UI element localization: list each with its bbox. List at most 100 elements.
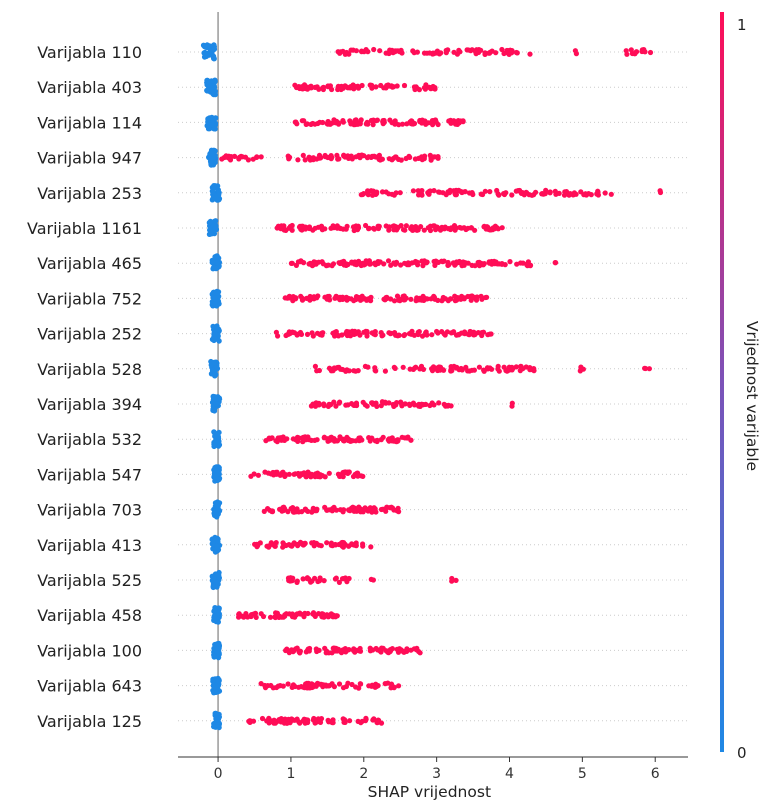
data-point-high — [311, 295, 318, 301]
feature-label: Varijabla 752 — [37, 289, 142, 308]
data-point-high — [294, 611, 300, 618]
data-point-high — [366, 506, 372, 512]
data-point-high — [359, 296, 365, 302]
data-point-high — [286, 295, 292, 301]
data-point-high — [321, 434, 327, 440]
data-point-high — [403, 223, 409, 229]
data-point-high — [270, 541, 276, 548]
data-point-low — [209, 259, 215, 266]
data-point-high — [335, 471, 341, 477]
data-point-high — [458, 118, 464, 124]
data-point-high — [372, 332, 378, 338]
data-point-high — [382, 681, 388, 687]
data-point-high — [295, 157, 301, 163]
data-point-high — [335, 156, 341, 162]
data-point-high — [450, 260, 456, 266]
data-point-low — [206, 125, 212, 131]
data-point-low — [212, 88, 218, 95]
data-point-high — [310, 401, 316, 407]
data-point-high — [395, 333, 401, 339]
feature-label: Varijabla 947 — [37, 149, 142, 168]
data-point-high — [447, 187, 453, 193]
data-point-high — [374, 403, 380, 409]
data-point-high — [499, 225, 505, 231]
data-point-high — [337, 399, 343, 405]
data-point-high — [245, 157, 251, 163]
data-point-high — [419, 192, 425, 198]
data-point-high — [296, 224, 303, 230]
data-point-high — [299, 295, 305, 301]
data-point-high — [350, 473, 357, 480]
data-point-high — [344, 328, 350, 335]
data-point-high — [374, 117, 380, 123]
data-point-high — [527, 367, 533, 373]
data-point-high — [445, 298, 451, 304]
data-point-high — [438, 50, 444, 56]
data-point-high — [355, 505, 361, 511]
data-point-high — [312, 612, 318, 618]
feature-label: Varijabla 547 — [37, 465, 142, 484]
data-point-high — [504, 367, 510, 373]
data-point-high — [364, 328, 370, 335]
data-point-high — [360, 399, 366, 405]
data-point-high — [394, 293, 401, 299]
data-point-high — [378, 403, 384, 409]
data-point-high — [468, 225, 474, 231]
data-point-high — [391, 260, 397, 266]
data-point-low — [208, 87, 214, 93]
data-point-high — [504, 47, 510, 54]
data-point-high — [372, 365, 378, 371]
data-point-high — [351, 368, 357, 374]
data-point-high — [401, 293, 407, 299]
data-point-high — [446, 118, 452, 124]
data-point-high — [406, 261, 412, 267]
data-point-high — [465, 47, 471, 53]
data-point-high — [547, 190, 553, 196]
data-point-high — [432, 224, 438, 230]
data-point-high — [396, 509, 402, 515]
data-point-high — [634, 49, 640, 55]
data-point-high — [419, 401, 425, 407]
data-point-high — [451, 49, 457, 55]
data-point-high — [408, 296, 414, 302]
data-point-high — [321, 614, 327, 620]
data-point-high — [398, 157, 404, 163]
data-point-high — [365, 364, 371, 370]
data-point-high — [254, 154, 260, 160]
data-point-high — [380, 119, 386, 125]
data-point-high — [339, 332, 345, 338]
data-point-high — [320, 119, 326, 126]
data-point-high — [368, 117, 374, 124]
data-point-high — [449, 578, 455, 584]
data-point-high — [344, 647, 350, 653]
data-point-high — [389, 682, 395, 688]
data-point-high — [533, 189, 539, 195]
data-point-high — [289, 614, 296, 620]
data-point-high — [487, 189, 493, 195]
data-point-high — [509, 403, 515, 409]
data-point-high — [347, 508, 353, 514]
data-point-high — [628, 47, 634, 53]
data-point-low — [212, 79, 218, 85]
data-point-high — [346, 575, 352, 582]
data-point-low — [212, 126, 218, 132]
data-point-low — [214, 253, 220, 259]
data-point-low — [212, 549, 219, 555]
data-point-high — [326, 470, 332, 476]
data-point-high — [392, 121, 398, 127]
data-point-high — [343, 368, 349, 374]
data-point-high — [419, 258, 425, 264]
data-point-high — [496, 192, 502, 198]
data-point-high — [293, 119, 299, 125]
data-point-high — [488, 331, 494, 337]
data-point-high — [360, 543, 366, 549]
data-point-high — [327, 366, 333, 372]
data-point-high — [524, 262, 530, 268]
data-point-high — [325, 717, 331, 724]
data-point-high — [476, 259, 482, 265]
data-point-high — [369, 82, 375, 88]
data-point-high — [527, 51, 533, 57]
data-point-high — [281, 223, 287, 229]
data-point-high — [251, 471, 257, 477]
data-point-low — [212, 331, 218, 337]
